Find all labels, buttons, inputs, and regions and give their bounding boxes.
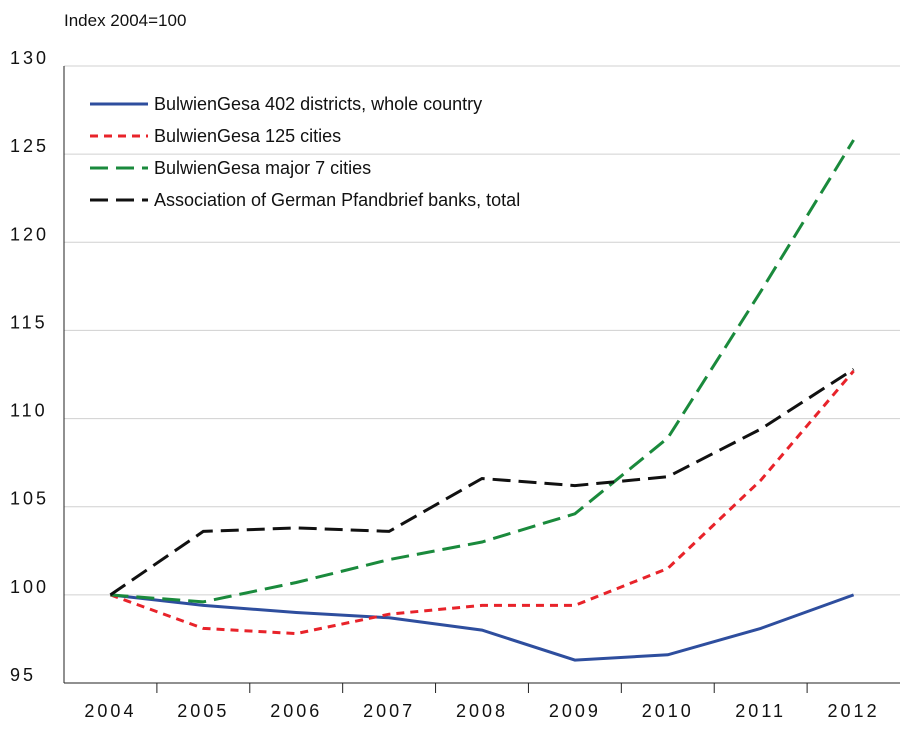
x-tick-label: 2009 xyxy=(549,701,601,721)
y-tick-label: 120 xyxy=(10,224,49,244)
x-tick-label: 2005 xyxy=(177,701,229,721)
y-tick-label: 130 xyxy=(10,48,49,68)
series-line xyxy=(109,370,855,636)
series-line xyxy=(110,593,855,662)
x-tick-label: 2004 xyxy=(84,701,136,721)
series-line xyxy=(110,139,855,604)
legend-label: BulwienGesa 125 cities xyxy=(154,126,341,146)
y-tick-label: 125 xyxy=(10,136,49,156)
x-tick-label: 2012 xyxy=(828,701,880,721)
y-tick-label: 110 xyxy=(10,401,48,421)
series-line xyxy=(109,367,855,597)
legend-label: BulwienGesa major 7 cities xyxy=(154,158,371,178)
y-tick-label: 95 xyxy=(10,665,36,685)
y-tick-label: 100 xyxy=(10,577,49,597)
legend-label: BulwienGesa 402 districts, whole country xyxy=(154,94,482,114)
x-tick-label: 2006 xyxy=(270,701,322,721)
y-tick-label: 105 xyxy=(10,489,49,509)
legend-label: Association of German Pfandbrief banks, … xyxy=(154,190,520,210)
x-tick-label: 2011 xyxy=(735,701,786,721)
x-tick-label: 2007 xyxy=(363,701,415,721)
y-axis-label: Index 2004=100 xyxy=(64,11,186,30)
x-tick-label: 2010 xyxy=(642,701,694,721)
x-tick-label: 2008 xyxy=(456,701,508,721)
y-tick-label: 115 xyxy=(10,312,48,332)
